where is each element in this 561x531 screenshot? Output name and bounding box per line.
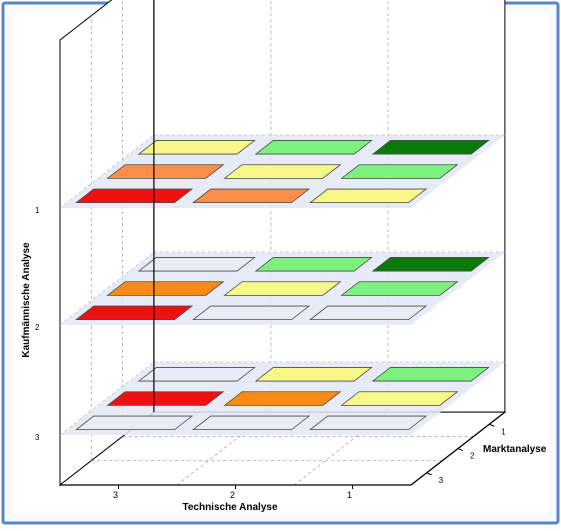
heatmap-cell [106, 391, 225, 406]
heatmap-cell [254, 367, 373, 382]
depth-tick [426, 472, 432, 476]
heatmap-cell [309, 305, 428, 321]
heatmap-cell [340, 391, 459, 406]
heatmap-cell [223, 281, 342, 296]
x-axis-label: Technische Analyse [182, 502, 277, 513]
depth-tick-label: 1 [501, 427, 506, 436]
x-tick-label: 3 [113, 490, 118, 500]
heatmap-cell [137, 140, 256, 155]
heatmap-cell [192, 305, 311, 321]
depth-tick [457, 448, 464, 452]
heatmap-cell [223, 164, 342, 179]
heatmap-cell [75, 188, 194, 204]
heatmap-cell [192, 188, 311, 204]
heatmap-cell [106, 281, 225, 296]
heatmap-cell [137, 257, 256, 272]
depth-tick-label: 3 [439, 476, 444, 485]
heatmap-cell [106, 164, 225, 179]
depth-tick-label: 2 [470, 452, 475, 461]
heatmap-cell [137, 367, 256, 382]
heatmap-cell [223, 391, 342, 406]
x-tick-label: 2 [230, 490, 235, 500]
heatmap-cell [254, 257, 373, 272]
heatmap-cell [371, 257, 490, 272]
y-axis-label: Kaufmännische Analyse [21, 242, 32, 358]
heatmap-cell [309, 188, 428, 204]
heatmap-cell [371, 140, 490, 155]
heatmap-cell [192, 415, 311, 431]
y-tick-label: 3 [35, 433, 40, 442]
heatmap-cell [340, 281, 459, 296]
y-tick-label: 1 [35, 206, 40, 215]
x-tick-label: 1 [347, 490, 352, 500]
y-tick-label: 2 [35, 323, 40, 332]
heatmap-cell [254, 140, 373, 155]
grid-line [176, 411, 272, 486]
heatmap-cell [309, 415, 428, 431]
heatmap-cell [371, 367, 490, 382]
heatmap-cell [340, 164, 459, 179]
depth-axis-label: Marktanalyse [483, 444, 547, 455]
grid-line [293, 411, 389, 486]
heatmap-cell [75, 305, 194, 321]
heatmap-cell [75, 415, 194, 431]
depth-tick [489, 423, 495, 427]
